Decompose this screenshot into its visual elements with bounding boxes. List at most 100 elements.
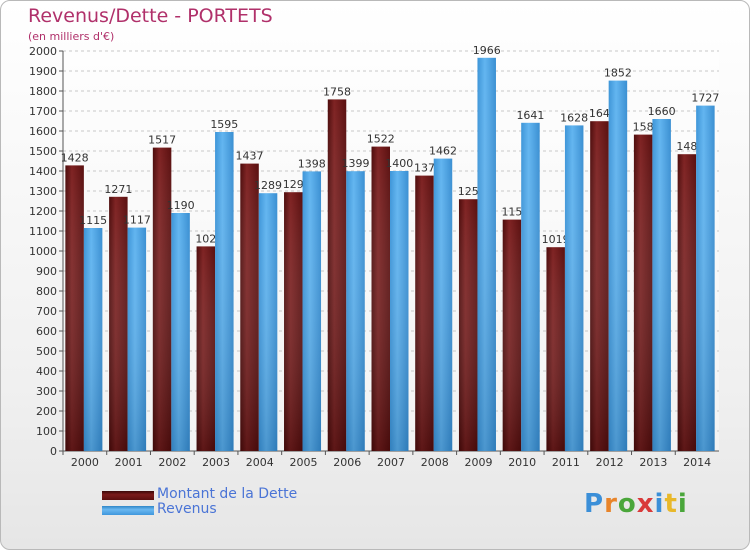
- data-label-revenus: 1398: [298, 157, 326, 170]
- bar-revenus-shade: [608, 80, 628, 451]
- legend-label-revenus: Revenus: [157, 501, 217, 517]
- bar-revenus-shade: [564, 125, 584, 452]
- bar-revenus-shade: [521, 122, 540, 452]
- data-label-revenus: 1289: [254, 179, 282, 192]
- logo-letter: x: [636, 489, 655, 519]
- bar-dette-shade: [502, 219, 522, 451]
- x-tick-label: 2004: [246, 456, 274, 469]
- bar-revenus-shade: [696, 105, 715, 451]
- bar-revenus-shade: [652, 119, 671, 451]
- y-tick-label: 1400: [29, 165, 57, 178]
- bar-revenus-shade: [477, 57, 496, 452]
- bar-revenus-shade: [171, 213, 190, 451]
- bar-revenus-shade: [127, 227, 147, 451]
- logo-letter: i: [654, 489, 665, 519]
- bar-dette-shade: [633, 134, 653, 451]
- bar-dette-shade: [590, 121, 609, 451]
- y-tick-label: 1700: [29, 105, 57, 118]
- x-tick-label: 2009: [464, 456, 492, 469]
- data-label-revenus: 1727: [691, 92, 719, 105]
- y-tick-label: 1000: [29, 245, 57, 258]
- logo-letter: i: [677, 489, 688, 519]
- x-tick-label: 2000: [71, 456, 99, 469]
- bar-dette-shade: [458, 199, 478, 451]
- logo-letter: o: [617, 489, 637, 519]
- y-tick-label: 1100: [29, 225, 57, 238]
- data-label-revenus: 1641: [516, 109, 544, 122]
- data-label-revenus: 1400: [385, 157, 413, 170]
- data-label-revenus: 1399: [342, 157, 370, 170]
- data-label-dette: 115: [501, 206, 522, 219]
- data-label-revenus: 1117: [123, 214, 151, 227]
- y-tick-label: 1200: [29, 205, 57, 218]
- data-label-dette: 1517: [148, 134, 176, 147]
- x-tick-label: 2006: [333, 456, 361, 469]
- bar-revenus-shade: [433, 158, 453, 451]
- y-tick-label: 0: [50, 445, 57, 458]
- x-tick-label: 2013: [639, 456, 667, 469]
- x-tick-label: 2008: [421, 456, 449, 469]
- data-label-revenus: 1462: [429, 145, 457, 158]
- bar-dette-shade: [109, 196, 128, 451]
- data-label-revenus: 1628: [560, 111, 588, 124]
- logo-letter: r: [604, 489, 618, 519]
- legend-swatch-revenus: [102, 506, 154, 515]
- bar-dette-shade: [240, 163, 259, 451]
- legend-label-dette: Montant de la Dette: [157, 486, 298, 502]
- bar-revenus-shade: [215, 132, 234, 451]
- data-label-dette: 1522: [367, 133, 395, 146]
- x-tick-label: 2005: [290, 456, 318, 469]
- data-label-dette: 1437: [236, 150, 264, 163]
- bar-revenus-shade: [83, 228, 103, 451]
- y-tick-label: 200: [36, 405, 57, 418]
- x-tick-label: 2011: [552, 456, 580, 469]
- data-label-revenus: 1595: [210, 118, 238, 131]
- y-tick-label: 400: [36, 365, 57, 378]
- data-label-revenus: 1966: [473, 44, 501, 57]
- data-label-dette: 129: [283, 178, 304, 191]
- data-label-dette: 1271: [104, 183, 132, 196]
- data-label-revenus: 1115: [79, 214, 107, 227]
- x-tick-label: 2007: [377, 456, 405, 469]
- logo-letter: t: [664, 489, 678, 519]
- data-label-dette: 148: [676, 140, 697, 153]
- bar-revenus-shade: [390, 171, 409, 451]
- y-tick-label: 1800: [29, 85, 57, 98]
- logo-letter: P: [584, 489, 605, 519]
- proxiti-logo: Proxiti: [584, 489, 688, 519]
- bar-dette-shade: [152, 147, 172, 451]
- y-tick-label: 500: [36, 345, 57, 358]
- chart-subtitle: (en milliers d'€): [28, 30, 115, 43]
- data-label-dette: 1758: [323, 85, 351, 98]
- y-tick-label: 600: [36, 325, 57, 338]
- x-tick-label: 2001: [115, 456, 143, 469]
- x-tick-label: 2014: [683, 456, 711, 469]
- bar-dette-shade: [677, 154, 697, 451]
- bar-dette-shade: [65, 165, 84, 451]
- y-tick-label: 1500: [29, 145, 57, 158]
- data-label-revenus: 1852: [604, 67, 632, 80]
- y-tick-label: 700: [36, 305, 57, 318]
- data-label-dette: 1428: [61, 151, 89, 164]
- bar-revenus-shade: [258, 193, 278, 451]
- y-tick-label: 100: [36, 425, 57, 438]
- bar-revenus-shade: [346, 171, 365, 451]
- x-tick-label: 2010: [508, 456, 536, 469]
- data-label-dette: 125: [458, 185, 479, 198]
- y-tick-label: 800: [36, 285, 57, 298]
- y-tick-label: 1600: [29, 125, 57, 138]
- data-label-dette: 102: [195, 232, 216, 245]
- bar-dette-shade: [196, 246, 216, 451]
- y-tick-label: 2000: [29, 45, 57, 58]
- data-label-dette: 158: [633, 121, 654, 134]
- data-label-dette: 164: [589, 107, 610, 120]
- bar-dette-shade: [415, 175, 434, 451]
- bar-dette-shade: [371, 146, 390, 451]
- y-tick-label: 1300: [29, 185, 57, 198]
- x-tick-label: 2003: [202, 456, 230, 469]
- bar-dette-shade: [327, 99, 347, 452]
- bar-dette-shade: [546, 247, 565, 451]
- data-label-revenus: 1190: [167, 199, 195, 212]
